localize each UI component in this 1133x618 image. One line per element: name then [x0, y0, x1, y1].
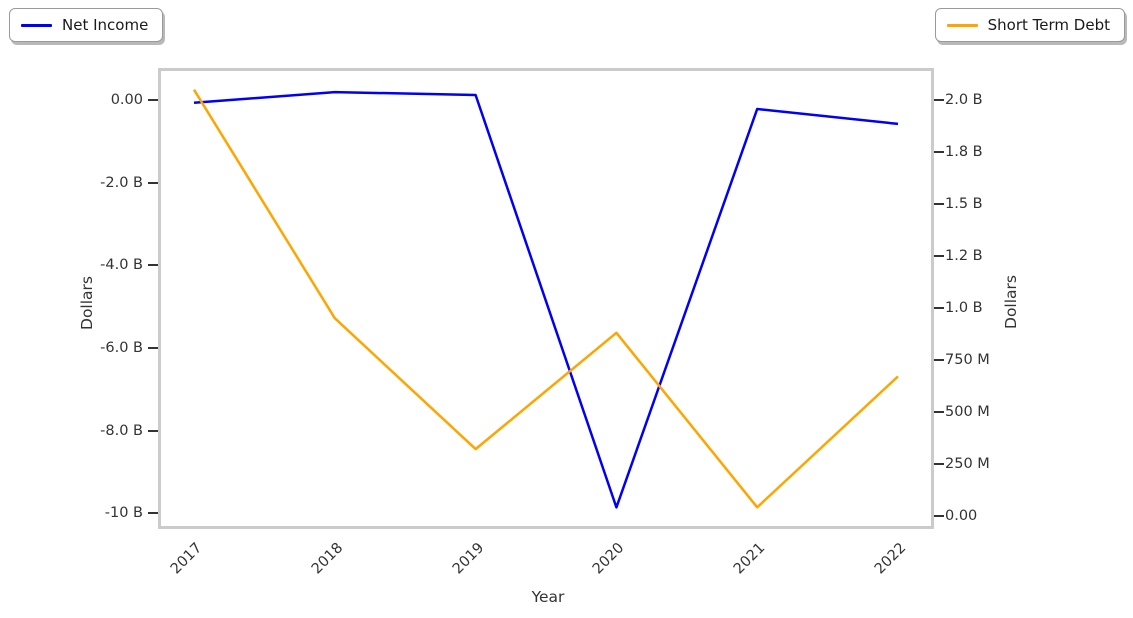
right-axis-tick-mark [934, 254, 944, 257]
right-axis-tick-label: 1.8 B [945, 144, 983, 160]
right-axis-tick-mark [934, 462, 944, 465]
x-axis-tick-label: 2021 [731, 540, 769, 578]
chart-series-layer [192, 89, 899, 509]
left-axis-tick-label: -2.0 B [100, 174, 143, 191]
left-axis-tick-label: -8.0 B [100, 422, 143, 439]
right-axis-tick-mark [934, 358, 944, 361]
right-axis-tick-label: 0.00 [945, 507, 978, 524]
x-axis-tick-label: 2018 [308, 540, 347, 578]
right-axis-tick-label: 250 M [945, 455, 990, 472]
left-axis-tick-label: -4.0 B [100, 257, 143, 274]
right-axis-tick-mark [934, 99, 944, 102]
legend-short-term-debt-label: Short Term Debt [987, 16, 1110, 34]
right-axis-tick-label: 500 M [945, 403, 990, 420]
x-axis-tick-label: 2017 [167, 540, 206, 578]
right-y-axis-title: Dollars [1002, 275, 1020, 329]
x-axis-title: Year [531, 588, 565, 606]
short-term-debt-line-swatch [946, 23, 978, 27]
right-axis-tick-label: 1.2 B [945, 247, 983, 264]
left-axis-tick-label: -10 B [104, 505, 143, 522]
left-axis-tick-mark [148, 98, 158, 101]
x-axis-tick-label: 2019 [449, 540, 487, 578]
left-axis-tick-mark [148, 181, 158, 184]
plot-area: 0.00 -2.0 B -4.0 B -6.0 B -8.0 B -10 B 2.0 B 1.… [100, 68, 990, 577]
left-axis-tick-mark [148, 264, 158, 267]
short-term-debt-line [192, 89, 899, 509]
right-axis-tick-label: 2.0 B [945, 92, 983, 109]
right-axis-tick-mark [934, 306, 944, 309]
legend-net-income: Net Income [9, 8, 164, 42]
right-axis-tick-mark [934, 203, 944, 205]
right-axis-tick-mark [934, 514, 944, 517]
legend-net-income-label: Net Income [62, 16, 149, 34]
net-income-line-swatch [21, 23, 52, 27]
left-axis-tick-label: 0.00 [110, 91, 143, 108]
right-axis-tick-mark [934, 151, 944, 153]
right-axis-tick-label: 750 M [945, 351, 990, 368]
x-axis-tick-label: 2020 [590, 540, 628, 578]
right-axis-tick-label: 1.0 B [945, 299, 983, 316]
legend-short-term-debt: Short Term Debt [934, 8, 1125, 42]
left-axis-tick-mark [148, 429, 158, 432]
net-income-line [193, 90, 899, 509]
x-axis-tick-label: 2022 [871, 540, 910, 578]
left-axis-tick-label: -6.0 B [100, 339, 143, 356]
left-axis-tick-mark [148, 346, 158, 349]
right-axis-tick-label: 1.5 B [945, 196, 983, 212]
right-axis-tick-mark [934, 410, 944, 413]
left-axis-tick-mark [148, 512, 158, 515]
left-y-axis-title: Dollars [78, 276, 96, 330]
